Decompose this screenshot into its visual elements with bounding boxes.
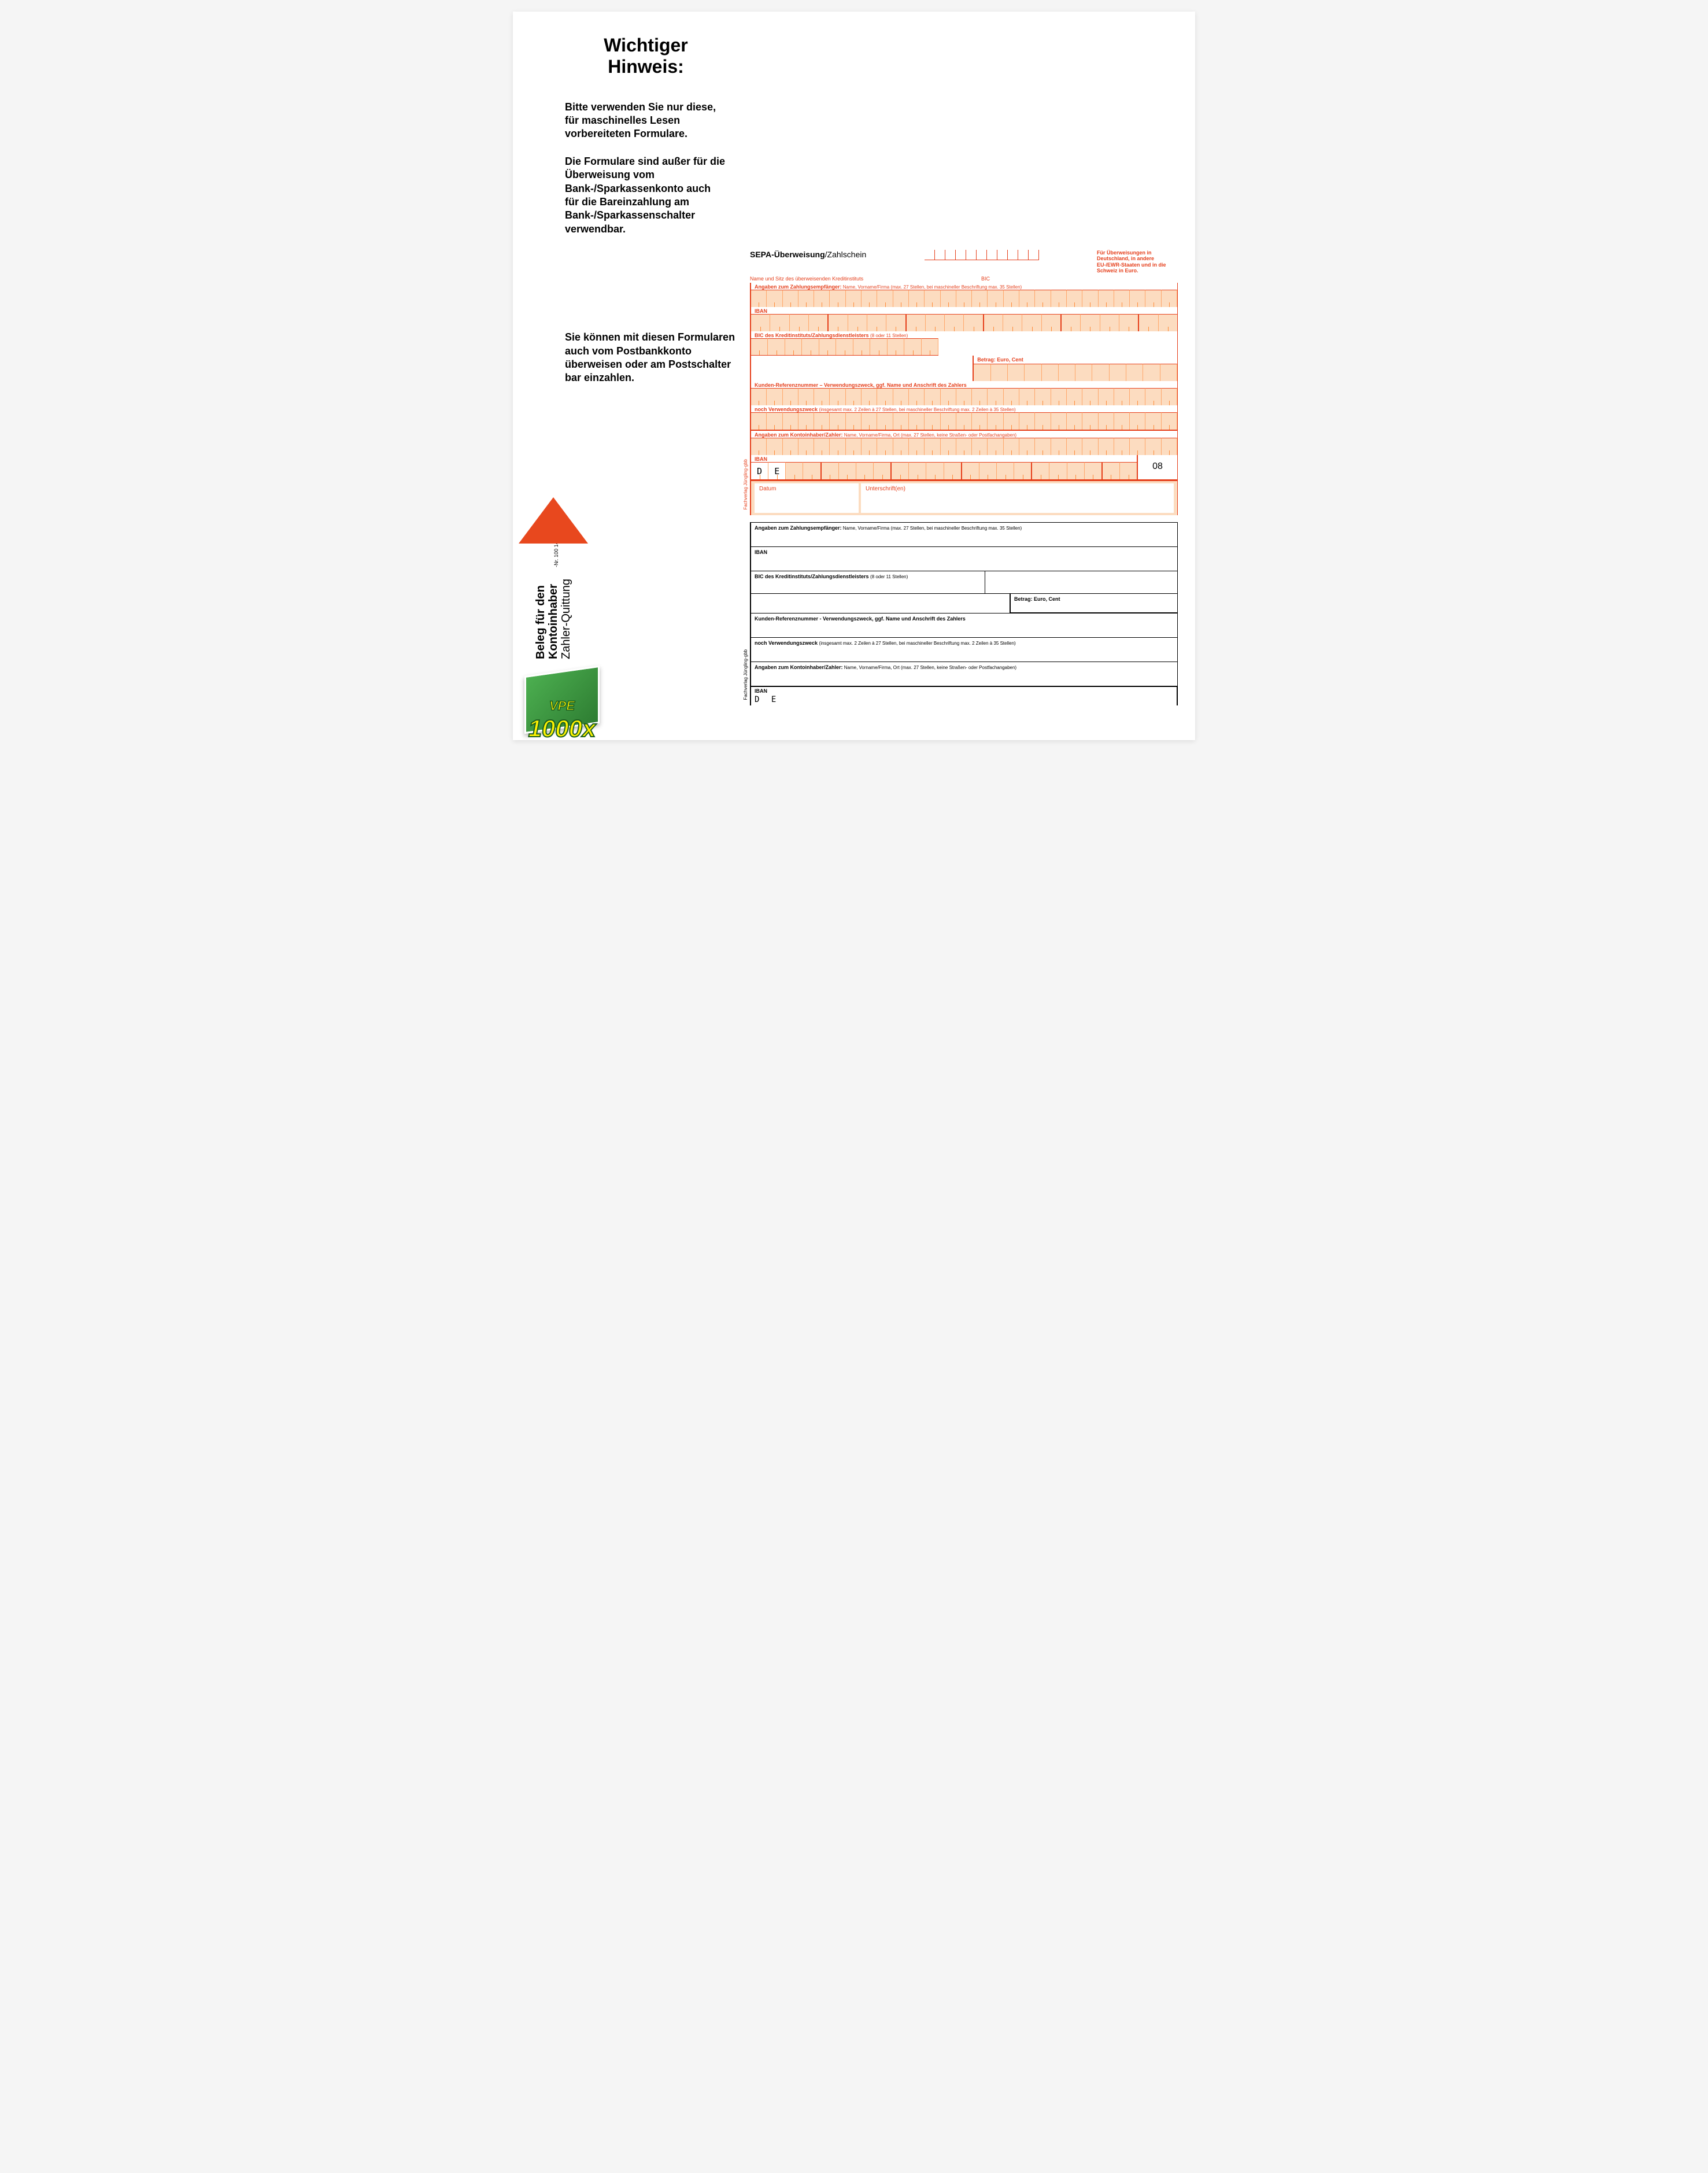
signature-box[interactable]: Unterschrift(en)	[861, 483, 1174, 513]
notice-title: Wichtiger Hinweis:	[565, 35, 727, 77]
r-amount-label: Betrag: Euro, Cent	[1010, 594, 1177, 613]
bic-header-cells	[925, 250, 1039, 260]
payer-label: Angaben zum Kontoinhaber/Zahler: Name, V…	[751, 431, 1177, 438]
payer-iban-cells[interactable]: DE	[751, 462, 1137, 479]
r-purpose-field[interactable]	[751, 647, 1177, 662]
form-code: 08	[1137, 455, 1177, 479]
sepa-transfer-form: Fachverlag Jüngling-gbb Angaben zum Zahl…	[750, 283, 1178, 515]
purpose-cells[interactable]	[751, 412, 1177, 430]
purpose-label: noch Verwendungszweck (insgesamt max. 2 …	[751, 405, 1177, 412]
r-bic-label: BIC des Kreditinstituts/Zahlungsdienstle…	[751, 571, 985, 581]
form-title: SEPA-Überweisung/Zahlschein	[750, 250, 866, 259]
bic-label: BIC	[981, 276, 1097, 282]
recipient-cells[interactable]	[751, 290, 1177, 307]
r-iban-label: IBAN	[751, 547, 1177, 556]
r-ref-label: Kunden-Referenznummer - Verwendungszweck…	[751, 613, 1177, 623]
reference-cells[interactable]	[751, 388, 1177, 405]
notice-para-1: Bitte verwenden Sie nur diese, für masch…	[565, 101, 727, 141]
reference-label: Kunden-Referenznummer – Verwendungszweck…	[751, 381, 1177, 388]
arrow-icon	[519, 497, 588, 544]
date-box[interactable]: Datum	[755, 483, 859, 513]
r-recipient-field[interactable]	[751, 532, 1177, 547]
bic-inst-label: BIC des Kreditinstituts/Zahlungsdienstle…	[751, 331, 938, 338]
r-payer-field[interactable]	[751, 671, 1177, 686]
receipt-form: Fachverlag Jüngling-gbb Angaben zum Zahl…	[750, 522, 1178, 705]
r-iban-field[interactable]	[751, 556, 1177, 571]
payer-cells[interactable]	[751, 438, 1177, 455]
r-payer-iban[interactable]: IBAN D E	[751, 687, 1177, 705]
r-recipient-label: Angaben zum Zahlungsempfänger: Name, Vor…	[751, 522, 1177, 532]
right-column: SEPA-Überweisung/Zahlschein Für Überweis…	[750, 250, 1178, 705]
recipient-label: Angaben zum Zahlungsempfänger: Name, Vor…	[751, 283, 1177, 290]
amount-label: Betrag: Euro, Cent	[974, 356, 1177, 364]
recipient-iban-cells[interactable]	[751, 314, 1177, 331]
r-bic-field[interactable]	[751, 581, 985, 593]
r-ref-field[interactable]	[751, 623, 1177, 638]
badge-qty: 1000x	[507, 719, 617, 738]
bank-label: Name und Sitz des überweisenden Kreditin…	[750, 276, 981, 282]
header-note: Für Überweisungen in Deutschland, in and…	[1097, 250, 1178, 274]
vpe-badge: VPE 1000x	[507, 659, 617, 746]
receipt-label-arrow: Beleg für den Kontoinhaber Zahler-Quittu…	[519, 497, 588, 659]
left-column: Sie können mit diesen Formularen auch vo…	[530, 250, 750, 705]
notice-para-2: Die Formulare sind außer für die Überwei…	[565, 155, 727, 236]
form-page: Wichtiger Hinweis: Bitte verwenden Sie n…	[513, 12, 1195, 740]
iban-label: IBAN	[751, 307, 1177, 314]
bic-cells[interactable]	[751, 338, 938, 356]
payer-iban-label: IBAN	[751, 455, 1137, 462]
publisher-side-text: Fachverlag Jüngling-gbb	[743, 459, 748, 510]
amount-cells[interactable]	[974, 364, 1177, 381]
important-notice: Wichtiger Hinweis: Bitte verwenden Sie n…	[565, 35, 727, 236]
date-signature-row: Datum Unterschrift(en)	[751, 481, 1177, 515]
r-payer-label: Angaben zum Kontoinhaber/Zahler: Name, V…	[751, 662, 1177, 671]
notice-para-3: Sie können mit diesen Formularen auch vo…	[565, 331, 738, 385]
beleg-line2: Zahler-Quittung	[560, 579, 572, 660]
beleg-line1: Beleg für den Kontoinhaber	[534, 584, 560, 659]
badge-vpe: VPE	[507, 699, 617, 714]
r-purpose-label: noch Verwendungszweck (insgesamt max. 2 …	[751, 638, 1177, 647]
publisher-side-text-2: Fachverlag Jüngling-gbb	[743, 649, 748, 700]
